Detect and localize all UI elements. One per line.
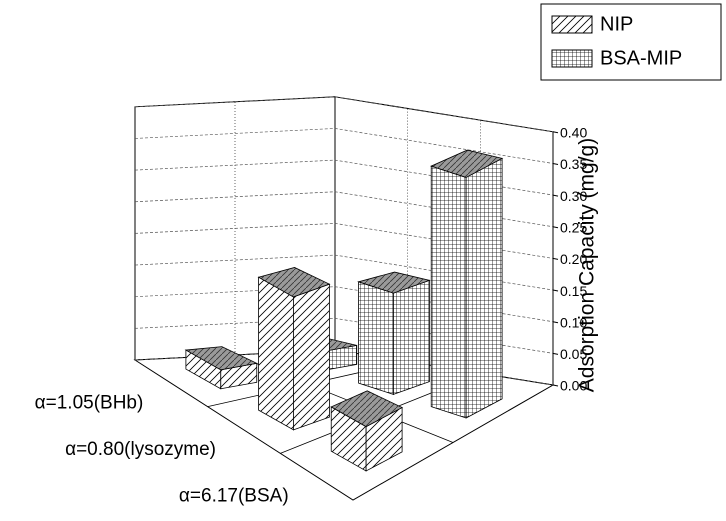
z-tick-label: 0.30 xyxy=(560,188,587,204)
z-axis-label: Adsorption Capacity (mg/g) xyxy=(576,138,599,392)
tick-mark xyxy=(552,131,559,134)
bar-face xyxy=(430,165,467,419)
bar-face xyxy=(258,276,294,431)
bar-top xyxy=(357,271,431,294)
z-tick-label: 0.10 xyxy=(560,314,587,330)
tick-mark xyxy=(552,162,559,165)
bar-face xyxy=(358,281,394,395)
bars xyxy=(184,149,504,472)
tick-mark xyxy=(552,384,559,387)
tick-mark xyxy=(552,257,559,260)
legend: NIP BSA-MIP xyxy=(540,3,722,81)
z-tick-label: 0.05 xyxy=(560,346,587,362)
bar-top xyxy=(330,390,403,428)
bar-face xyxy=(465,157,503,419)
bar xyxy=(430,149,504,419)
grid-line xyxy=(134,96,554,133)
legend-swatch xyxy=(551,49,593,68)
z-tick-label: 0.25 xyxy=(560,219,587,235)
bar-face xyxy=(293,283,330,431)
grid-line xyxy=(134,128,554,164)
tick-mark xyxy=(552,289,559,292)
z-tick-label: 0.40 xyxy=(560,125,587,141)
legend-label: BSA-MIP xyxy=(600,47,682,69)
x-tick-label: α=1.05(BHb) xyxy=(35,392,144,413)
bar xyxy=(257,267,331,431)
z-tick-label: 0.00 xyxy=(560,378,587,394)
legend-label: NIP xyxy=(600,13,633,35)
bar-top xyxy=(430,149,504,178)
bar-face xyxy=(393,279,430,395)
tick-mark xyxy=(552,194,559,197)
x-tick-label: α=6.17(BSA) xyxy=(179,486,289,507)
bar xyxy=(184,346,259,390)
z-tick-label: 0.35 xyxy=(560,156,587,172)
z-tick-label: 0.15 xyxy=(560,283,587,299)
tick-mark xyxy=(552,352,559,355)
bar-top xyxy=(257,267,331,298)
legend-swatch xyxy=(551,15,593,34)
tick-mark xyxy=(552,321,559,324)
bar-top xyxy=(184,346,259,371)
tick-mark xyxy=(552,226,559,229)
bar xyxy=(357,271,431,395)
z-tick-label: 0.20 xyxy=(560,251,587,267)
x-tick-label: α=0.80(lysozyme) xyxy=(65,439,216,460)
bar xyxy=(330,390,403,472)
